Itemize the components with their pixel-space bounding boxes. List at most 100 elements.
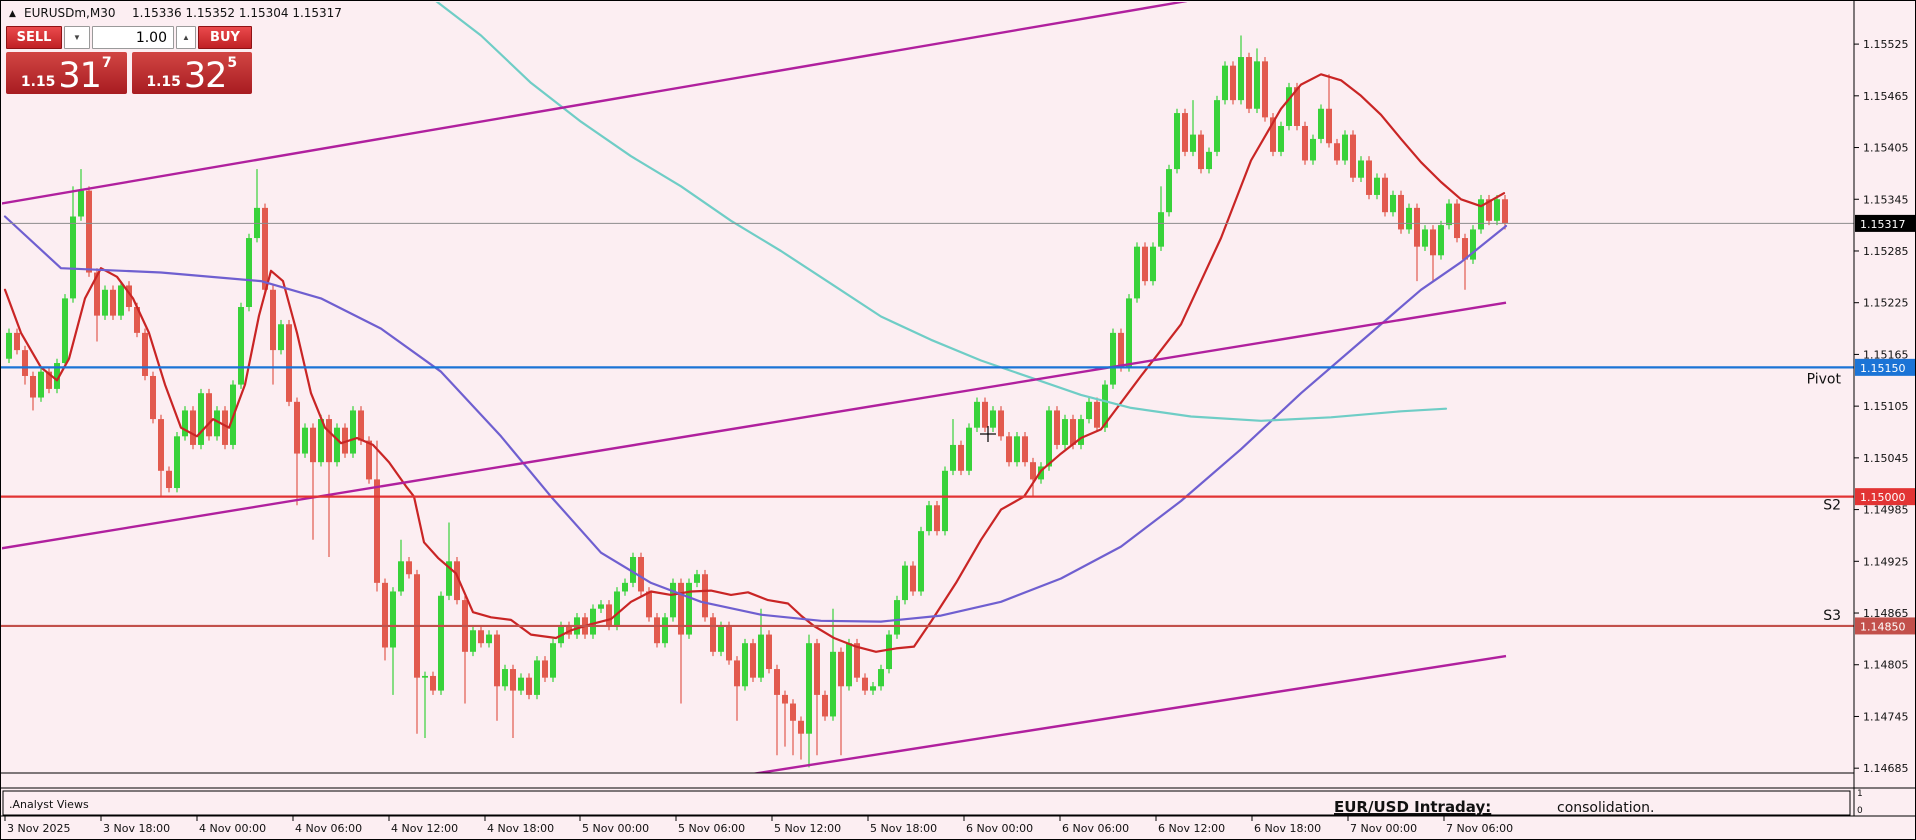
candle-body	[1030, 462, 1036, 480]
candle-body	[1286, 87, 1292, 126]
candle-body	[438, 595, 444, 691]
candle-body	[262, 207, 268, 290]
candle-body	[1326, 108, 1332, 144]
candle-body	[142, 332, 148, 376]
candle-body	[390, 591, 396, 648]
candle-body	[470, 630, 476, 652]
candle-body	[1238, 57, 1244, 101]
candle-body	[662, 617, 668, 644]
candle-body	[814, 643, 820, 695]
candle-body	[1382, 177, 1388, 213]
candle-body	[1310, 138, 1316, 161]
s2-label: S2	[1823, 498, 1841, 514]
candle-body	[966, 427, 972, 471]
price-axis-label: 1.15225	[1863, 297, 1909, 310]
candle-body	[110, 289, 116, 316]
buy-button[interactable]: BUY	[198, 26, 252, 49]
time-axis-label: 6 Nov 12:00	[1158, 822, 1225, 835]
buy-price-prefix: 1.15	[146, 73, 181, 90]
support-resistance-lines: Pivot 1.15150 S2 1.15000 S3 1.14850	[1, 358, 1915, 635]
candle-body	[1102, 384, 1108, 428]
candle-body	[1150, 246, 1156, 282]
chart-axes[interactable]: 1.15525 1.15465 1.15405 1.15345 1.15285 1.152…	[4, 38, 1909, 835]
time-axis-label: 5 Nov 12:00	[774, 822, 841, 835]
candle-body	[1470, 229, 1476, 260]
time-axis-label: 5 Nov 06:00	[678, 822, 745, 835]
candle-body	[782, 694, 788, 704]
candle-body	[1062, 419, 1068, 445]
candle-body	[1478, 199, 1484, 230]
candle-body	[1086, 401, 1092, 420]
sell-price-panel[interactable]: 1.15 31 7	[6, 52, 127, 94]
time-axis-label: 4 Nov 18:00	[487, 822, 554, 835]
candle-body	[238, 307, 244, 385]
candle-body	[1198, 134, 1204, 170]
channel-lower[interactable]	[696, 654, 1507, 783]
candle-body	[446, 561, 452, 596]
price-axis-label: 1.15525	[1863, 38, 1909, 51]
candle-body	[982, 401, 988, 428]
buy-price-panel[interactable]: 1.15 32 5	[131, 52, 252, 94]
indicator-name-label[interactable]: .Analyst Views	[9, 798, 89, 811]
candle-body	[686, 582, 692, 635]
sell-button[interactable]: SELL	[6, 26, 62, 49]
candle-body	[550, 643, 556, 678]
candle-body	[302, 427, 308, 454]
volume-increase-button[interactable]: ▲	[176, 26, 196, 49]
pivot-label: Pivot	[1807, 371, 1842, 387]
s2-price-tag	[1855, 488, 1915, 506]
candle-body	[422, 675, 428, 678]
subwindow-scale-max: 1	[1857, 789, 1863, 799]
candle-body	[78, 190, 84, 217]
time-axis-label: 3 Nov 18:00	[103, 822, 170, 835]
candle-body	[1422, 229, 1428, 247]
volume-decrease-button[interactable]: ▼	[64, 26, 90, 49]
candle-body	[670, 582, 676, 618]
candle-body	[358, 410, 364, 441]
price-axis-label: 1.14805	[1863, 659, 1909, 672]
channel-upper[interactable]	[1, 1, 1188, 205]
price-axis-label: 1.14985	[1863, 504, 1909, 517]
candle-body	[630, 556, 636, 583]
candle-body	[902, 565, 908, 601]
candle-body	[222, 410, 228, 445]
candle-body	[1342, 134, 1348, 161]
candle-body	[510, 669, 516, 691]
candle-body	[270, 289, 276, 351]
candle-body	[62, 298, 68, 364]
candle-body	[1142, 246, 1148, 282]
subwindow-frame	[2, 790, 1851, 816]
candle-body	[342, 427, 348, 454]
candle-body	[1374, 177, 1380, 195]
candle-body	[38, 371, 44, 398]
candle-body	[1038, 466, 1044, 480]
ma-fast-red	[3, 73, 1506, 653]
candle-body	[126, 285, 132, 308]
candle-body	[6, 332, 12, 359]
last-price-tag	[1855, 214, 1915, 232]
candle-body	[894, 600, 900, 635]
candle-body	[478, 630, 484, 644]
subwindow-scale-min: 0	[1857, 806, 1863, 816]
time-axis-label: 7 Nov 06:00	[1446, 822, 1513, 835]
volume-input[interactable]	[92, 26, 174, 49]
candle-body	[1126, 298, 1132, 368]
candle-body	[726, 625, 732, 661]
candle-body	[1270, 117, 1276, 152]
candle-body	[702, 574, 708, 618]
candle-body	[1494, 199, 1500, 221]
candle-body	[1398, 194, 1404, 230]
time-axis-label: 4 Nov 06:00	[295, 822, 362, 835]
candle-body	[398, 561, 404, 592]
price-axis-label: 1.14865	[1863, 607, 1909, 620]
channel-middle[interactable]	[1, 301, 1507, 550]
candle-body	[494, 634, 500, 687]
candle-body	[862, 677, 868, 691]
collapse-arrow-icon[interactable]: ▲	[9, 9, 16, 19]
candle-body	[326, 419, 332, 463]
candle-body	[790, 703, 796, 721]
candle-body	[822, 694, 828, 717]
price-axis-label: 1.15345	[1863, 193, 1909, 206]
moving-averages	[3, 2, 1508, 653]
